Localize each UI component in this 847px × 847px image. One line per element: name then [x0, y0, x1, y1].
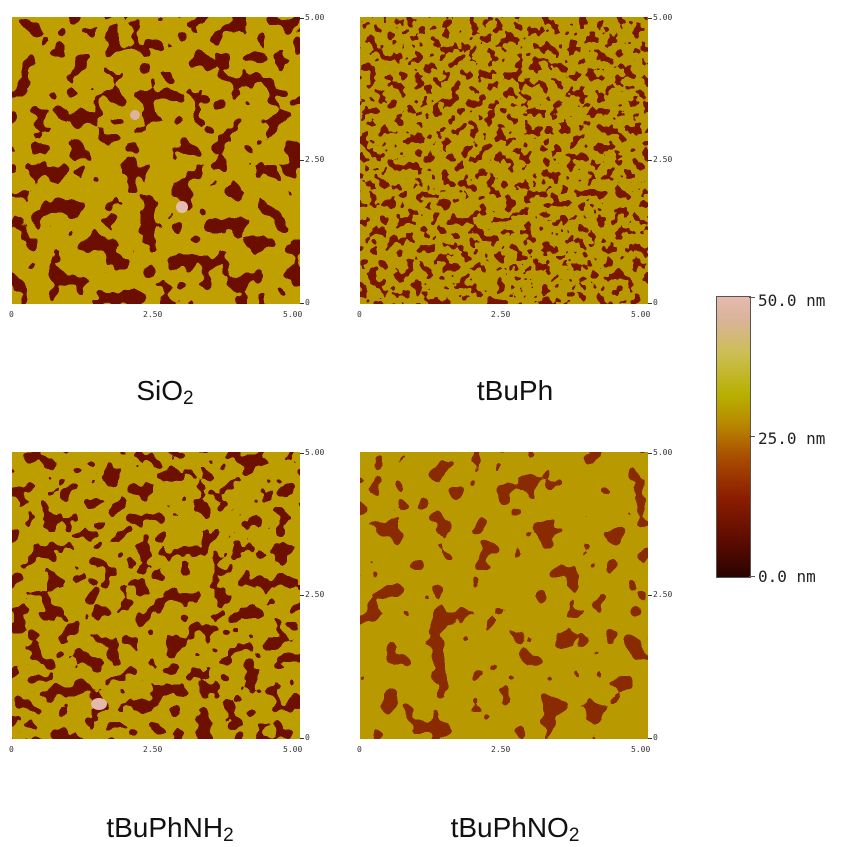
- panel-label-sio2: SiO2: [136, 375, 194, 409]
- afm-image-tbuphno2: [360, 452, 648, 739]
- afm-texture-tbuph: [360, 17, 648, 304]
- x-tick-left: 0: [357, 310, 362, 319]
- panel-label-tbuph: tBuPh: [476, 375, 554, 406]
- y-tick-bottom: 0: [305, 298, 310, 307]
- afm-texture-tbuphno2: [360, 452, 648, 739]
- x-tick-left: 0: [9, 745, 14, 754]
- colorbar-label-min: 0.0 nm: [758, 567, 816, 586]
- panel-label-tbuphnh2: tBuPhNH2: [106, 812, 234, 846]
- x-tick-mid: 2.50: [143, 310, 163, 319]
- y-tick-mid: 2.50: [305, 155, 325, 164]
- y-tick-top: 5.00: [305, 448, 325, 457]
- y-tick-mid: 2.50: [653, 590, 673, 599]
- colorbar-label-mid: 25.0 nm: [758, 429, 826, 448]
- afm-texture-sio2: [12, 17, 300, 304]
- x-tick-right: 5.00: [631, 310, 651, 319]
- panel-label-tbuphno2: tBuPhNO2: [450, 812, 580, 846]
- afm-image-sio2: [12, 17, 300, 304]
- y-tick-top: 5.00: [305, 13, 325, 22]
- y-tick-bottom: 0: [653, 733, 658, 742]
- afm-texture-tbuphnh2: [12, 452, 300, 739]
- x-tick-mid: 2.50: [491, 745, 511, 754]
- x-tick-left: 0: [9, 310, 14, 319]
- y-tick-mid: 2.50: [653, 155, 673, 164]
- colorbar-label-max: 50.0 nm: [758, 291, 826, 310]
- y-tick-top: 5.00: [653, 448, 673, 457]
- y-tick-bottom: 0: [305, 733, 310, 742]
- x-tick-mid: 2.50: [143, 745, 163, 754]
- x-tick-right: 5.00: [283, 310, 303, 319]
- y-tick-bottom: 0: [653, 298, 658, 307]
- afm-image-tbuphnh2: [12, 452, 300, 739]
- x-tick-left: 0: [357, 745, 362, 754]
- y-tick-top: 5.00: [653, 13, 673, 22]
- x-tick-mid: 2.50: [491, 310, 511, 319]
- height-colorbar: [716, 296, 751, 578]
- afm-image-tbuph: [360, 17, 648, 304]
- x-tick-right: 5.00: [631, 745, 651, 754]
- x-tick-right: 5.00: [283, 745, 303, 754]
- y-tick-mid: 2.50: [305, 590, 325, 599]
